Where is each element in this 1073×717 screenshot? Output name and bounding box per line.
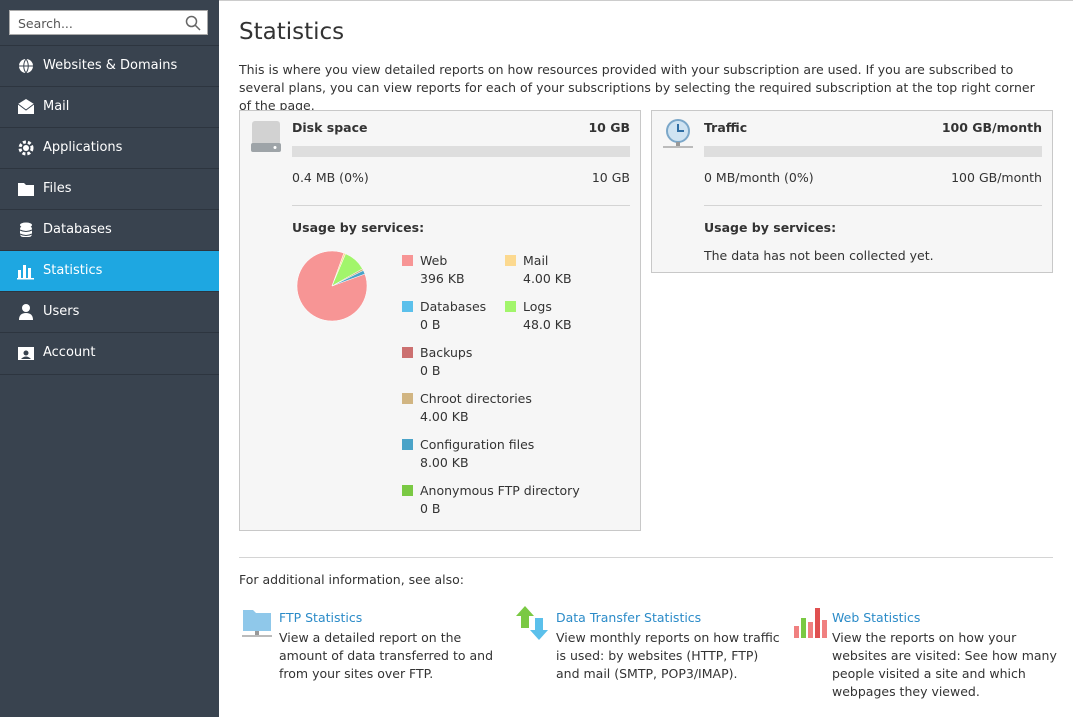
nav-icon [19, 222, 33, 237]
legend-value: 0 B [420, 317, 441, 332]
traffic-panel [651, 110, 1053, 273]
disk-panel [239, 110, 641, 531]
nav-label: Users [43, 304, 80, 319]
sidebar: Search... Websites & Domains Mail Applic… [0, 0, 219, 717]
legend-swatch [402, 485, 413, 496]
legend-swatch [402, 301, 413, 312]
link-description: View monthly reports on how traffic is u… [556, 630, 780, 681]
page-title: Statistics [239, 19, 345, 45]
legend-label: Chroot directories [420, 391, 532, 406]
nav-item[interactable]: Statistics [0, 250, 219, 291]
link-description: View a detailed report on the amount of … [279, 630, 494, 681]
traffic-used: 0 MB/month (0%) [704, 170, 814, 185]
nav-icon [19, 58, 33, 74]
transfer-icon [516, 606, 548, 640]
usage-pie [296, 250, 368, 322]
nav-item[interactable]: Users [0, 291, 219, 332]
main-area [219, 0, 1073, 717]
legend-label: Anonymous FTP directory [420, 483, 580, 498]
pie-slice [331, 270, 366, 287]
disk-limit: 10 GB [591, 170, 630, 185]
nav-icon [18, 183, 34, 196]
legend-value: 4.00 KB [420, 409, 469, 424]
nav-icon [17, 99, 35, 114]
traffic-usage-bar [704, 146, 1042, 157]
legend-label: Logs [523, 299, 552, 314]
legend-value: 0 B [420, 501, 441, 516]
legend-swatch [402, 347, 413, 358]
nav-icon [19, 304, 33, 320]
nav-item[interactable]: Files [0, 168, 219, 209]
traffic-note: The data has not been collected yet. [704, 248, 934, 263]
legend-swatch [402, 255, 413, 266]
link-description: View the reports on how your websites ar… [832, 630, 1057, 699]
disk-icon [251, 121, 281, 152]
legend-label: Configuration files [420, 437, 535, 452]
link[interactable]: Data Transfer Statistics [556, 610, 702, 625]
legend-value: 396 KB [420, 271, 465, 286]
legend-label: Backups [420, 345, 473, 360]
traffic-total: 100 GB/month [941, 120, 1042, 135]
legend-label: Mail [523, 253, 549, 268]
nav-label: Databases [43, 222, 112, 237]
traffic-limit: 100 GB/month [951, 170, 1042, 185]
nav-label: Account [43, 345, 96, 360]
disk-total: 10 GB [588, 120, 630, 135]
separator [292, 205, 630, 206]
nav-label: Applications [43, 140, 123, 155]
legend-swatch [505, 301, 516, 312]
legend-label: Web [420, 253, 448, 268]
nav-item[interactable]: Websites & Domains [0, 45, 219, 86]
separator [239, 557, 1053, 558]
traffic-usage-heading: Usage by services: [704, 220, 837, 235]
traffic-title: Traffic [704, 120, 748, 135]
nav-item[interactable]: Applications [0, 127, 219, 168]
traffic-icon [663, 119, 693, 148]
see-also-heading: For additional information, see also: [239, 572, 465, 587]
legend-value: 4.00 KB [523, 271, 572, 286]
ftp-icon [242, 610, 272, 637]
nav-label: Statistics [43, 263, 103, 278]
search-icon [185, 15, 201, 31]
legend-value: 48.0 KB [523, 317, 572, 332]
disk-usage-heading: Usage by services: [292, 220, 425, 235]
page-description: This is where you view detailed reports … [239, 62, 1035, 113]
legend-label: Databases [420, 299, 487, 314]
disk-used: 0.4 MB (0%) [292, 170, 369, 185]
legend-swatch [505, 255, 516, 266]
legend-swatch [402, 439, 413, 450]
nav-item[interactable]: Account [0, 332, 219, 375]
search-box[interactable]: Search... [9, 10, 208, 35]
nav-item[interactable]: Databases [0, 209, 219, 250]
nav-icon [17, 265, 34, 280]
link[interactable]: FTP Statistics [279, 610, 363, 625]
web-stats-icon [794, 608, 827, 638]
nav-label: Websites & Domains [43, 58, 178, 73]
nav-icon [18, 347, 34, 360]
link[interactable]: Web Statistics [832, 610, 921, 625]
nav-item[interactable]: Mail [0, 86, 219, 127]
nav-label: Files [43, 181, 72, 196]
legend-swatch [402, 393, 413, 404]
search-placeholder: Search... [18, 16, 73, 31]
nav-label: Mail [43, 99, 70, 114]
nav-icon [18, 140, 34, 156]
legend-value: 8.00 KB [420, 455, 469, 470]
legend-value: 0 B [420, 363, 441, 378]
disk-usage-bar [292, 146, 630, 157]
disk-title: Disk space [292, 120, 368, 135]
separator [704, 205, 1042, 206]
